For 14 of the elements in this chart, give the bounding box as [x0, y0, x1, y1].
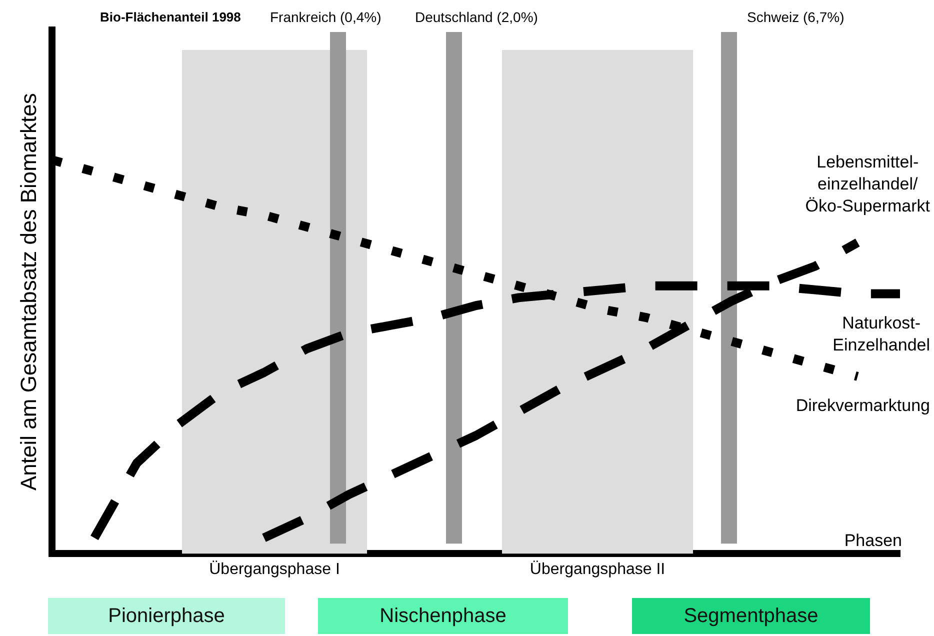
text: Bio-Flächenanteil 1998: [100, 10, 241, 25]
series-label: Naturkost- Einzelhandel: [832, 313, 930, 354]
text: Deutschland (2,0%): [415, 8, 538, 25]
text: Segmentphase: [632, 598, 870, 634]
text: Schweiz (6,7%): [747, 8, 844, 25]
text: Übergangsphase II: [530, 560, 666, 578]
y-axis-title: Anteil am Gesamtabsatz des Biomarktes: [16, 93, 42, 490]
text: Lebensmittel- einzelhandel/ Öko-Supermarkt: [805, 152, 930, 216]
text: Frankreich (0,4%): [270, 8, 382, 25]
x-axis-title: Phasen: [844, 530, 902, 550]
series-label: Direkvermarktung: [796, 396, 930, 416]
text: Nischenphase: [318, 598, 568, 634]
text: Pionierphase: [48, 598, 285, 634]
text: Übergangsphase I: [209, 560, 340, 578]
